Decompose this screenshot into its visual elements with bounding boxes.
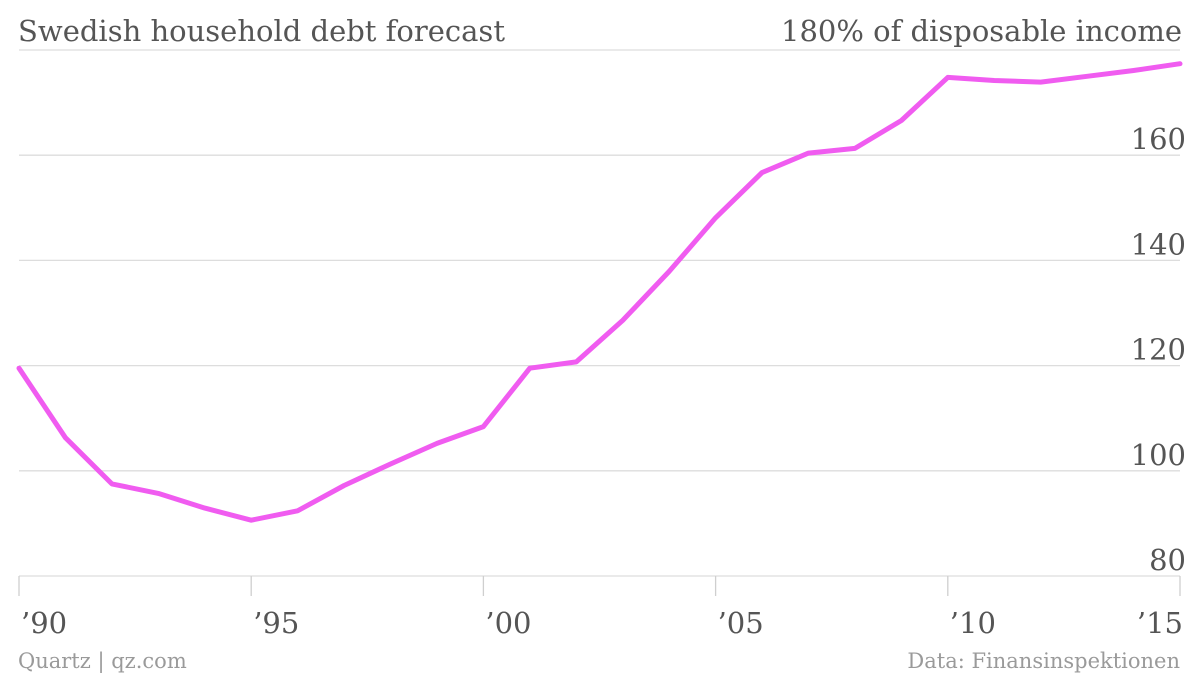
y-tick-label-120: 120	[1131, 333, 1186, 367]
y-tick-label-140: 140	[1131, 227, 1186, 261]
chart-title: Swedish household debt forecast	[18, 14, 505, 48]
y-tick-label-100: 100	[1131, 438, 1186, 472]
series-line-0	[16, 61, 1183, 523]
series-layer	[16, 61, 1183, 523]
source-credit: Quartz | qz.com	[18, 649, 187, 674]
x-tick-label-1990: ’90	[21, 606, 67, 640]
data-source: Data: Finansinspektionen	[907, 649, 1180, 673]
x-tick-label-1995: ’95	[253, 606, 299, 640]
gridlines	[19, 49, 1180, 577]
unit-label: 180% of disposable income	[781, 14, 1182, 48]
tick-labels: 80 100 120 140 160 ’90 ’95 ’00 ’05 ’10 ’15	[21, 122, 1186, 640]
x-tick-label-2000: ’00	[485, 606, 531, 640]
y-tick-label-80: 80	[1149, 543, 1186, 577]
x-tick-label-2010: ’10	[950, 606, 996, 640]
x-tick-label-2005: ’05	[718, 606, 764, 640]
x-tick-label-2015: ’15	[1137, 606, 1183, 640]
y-tick-label-160: 160	[1131, 122, 1186, 156]
x-axis	[18, 576, 1181, 596]
